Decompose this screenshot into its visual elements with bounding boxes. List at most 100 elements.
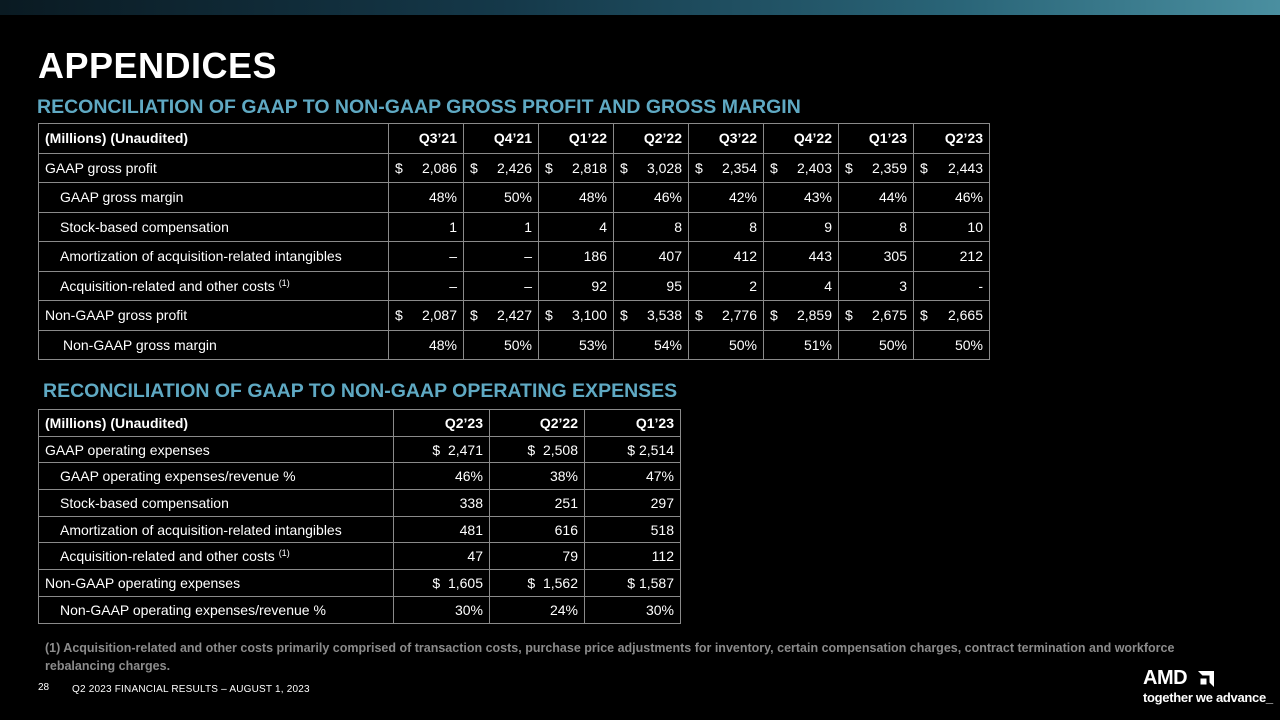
logo-wordmark: AMD	[1143, 667, 1188, 689]
table-cell: $3,100	[538, 300, 614, 331]
table-cell: $ 2,508	[489, 435, 585, 464]
table-row: Stock-based compensation 338 251 297	[38, 489, 681, 517]
row-label: Amortization of acquisition-related inta…	[38, 515, 394, 544]
table-cell: $2,086	[388, 152, 464, 183]
amd-logo: AMD together we advance_	[1143, 667, 1273, 708]
table-cell: 47%	[584, 462, 681, 491]
table-cell: 24%	[489, 595, 585, 624]
table-cell: $2,354	[688, 152, 764, 183]
table-cell: 407	[613, 241, 689, 272]
row-label-text: GAAP gross profit	[45, 159, 157, 176]
column-header: Q3’22	[688, 123, 764, 154]
row-label-text: GAAP operating expenses	[45, 441, 210, 458]
table-cell: 46%	[393, 462, 490, 491]
currency-value: $2,087	[395, 307, 457, 323]
currency-value: $2,818	[545, 160, 607, 176]
table-cell: –	[463, 270, 539, 301]
footnote-marker: (1)	[278, 548, 290, 559]
table-cell: 48%	[388, 329, 464, 360]
currency-symbol: $	[470, 307, 478, 324]
amd-arrow-icon	[1198, 671, 1214, 687]
cell-value: 2,087	[421, 307, 457, 324]
table-cell: 44%	[838, 182, 914, 213]
row-label-text: Acquisition-related and other costs	[60, 548, 275, 565]
column-header: Q2’23	[913, 123, 990, 154]
currency-symbol: $	[920, 159, 928, 176]
table-cell: 42%	[688, 182, 764, 213]
row-label: Acquisition-related and other costs (1)	[38, 542, 394, 571]
cell-value: 3,028	[646, 159, 682, 176]
currency-value: $3,028	[620, 160, 682, 176]
table-cell: –	[463, 241, 539, 272]
table-cell: 47	[393, 542, 490, 571]
row-label-text: Stock-based compensation	[60, 494, 229, 511]
row-label-text: Acquisition-related and other costs	[60, 277, 275, 294]
currency-symbol: $	[845, 307, 853, 324]
currency-symbol: $	[770, 307, 778, 324]
table-cell: 8	[613, 211, 689, 242]
table-cell: 1	[388, 211, 464, 242]
row-label-text: GAAP operating expenses/revenue %	[60, 468, 296, 485]
table-cell: 79	[489, 542, 585, 571]
table-cell: 212	[913, 241, 990, 272]
table-cell: 50%	[838, 329, 914, 360]
currency-symbol: $	[395, 307, 403, 324]
table-cell: –	[388, 241, 464, 272]
table-cell: 251	[489, 489, 585, 517]
row-label-text: Non-GAAP operating expenses	[45, 574, 241, 591]
row-label: Non-GAAP gross profit	[38, 300, 389, 331]
currency-value: $2,443	[920, 160, 983, 176]
table-cell: $2,359	[838, 152, 914, 183]
page-number: 28	[38, 682, 50, 693]
table-cell: 9	[763, 211, 839, 242]
currency-symbol: $	[395, 159, 403, 176]
table-cell: 46%	[913, 182, 990, 213]
table-cell: 53%	[538, 329, 614, 360]
page-title: APPENDICES	[38, 45, 278, 86]
row-label-text: Non-GAAP operating expenses/revenue %	[60, 601, 326, 618]
table-row: Non-GAAP operating expenses/revenue % 30%…	[38, 595, 681, 624]
table-cell: $2,403	[763, 152, 839, 183]
currency-value: $2,403	[770, 160, 832, 176]
table-cell: $ 2,514	[584, 435, 681, 464]
currency-symbol: $	[620, 159, 628, 176]
table-cell: 8	[688, 211, 764, 242]
table-cell: $3,028	[613, 152, 689, 183]
table-row: GAAP operating expenses $ 2,471 $ 2,508 $ 2…	[38, 435, 681, 464]
table-cell: $2,776	[688, 300, 764, 331]
table-cell: $2,087	[388, 300, 464, 331]
table-cell: 297	[584, 489, 681, 517]
currency-value: $2,359	[845, 160, 907, 176]
table-cell: 51%	[763, 329, 839, 360]
table-row: Non-GAAP gross profit $2,087 $2,427 $3,100 $…	[38, 300, 990, 331]
row-label-text: Amortization of acquisition-related inta…	[60, 521, 342, 538]
document-footer: Q2 2023 FINANCIAL RESULTS – AUGUST 1, 20…	[72, 684, 310, 695]
table-cell: 48%	[388, 182, 464, 213]
table-cell: 1	[463, 211, 539, 242]
table-cell: $2,426	[463, 152, 539, 183]
table-cell: 616	[489, 515, 585, 544]
table-cell: 54%	[613, 329, 689, 360]
currency-value: $2,086	[395, 160, 457, 176]
table-cell: 4	[538, 211, 614, 242]
table-cell: 112	[584, 542, 681, 571]
currency-symbol: $	[620, 307, 628, 324]
cell-value: 2,426	[496, 159, 532, 176]
table-cell: $2,675	[838, 300, 914, 331]
gross-profit-table: (Millions) (Unaudited) Q3’21 Q4’21 Q1’22…	[38, 123, 990, 360]
footnote: (1) Acquisition-related and other costs …	[45, 641, 1175, 673]
table-cell: 518	[584, 515, 681, 544]
footnote-marker: (1)	[278, 277, 290, 288]
row-label-text: Non-GAAP gross profit	[45, 307, 188, 324]
cell-value: 3,100	[571, 307, 607, 324]
table-cell: 95	[613, 270, 689, 301]
column-header: Q1’23	[584, 409, 681, 437]
table-cell: 186	[538, 241, 614, 272]
table-cell: 338	[393, 489, 490, 517]
top-accent-bar	[0, 0, 1280, 15]
cell-value: 2,354	[721, 159, 757, 176]
column-header: Q4’21	[463, 123, 539, 154]
cell-value: 2,443	[947, 159, 983, 176]
row-label-text: GAAP gross margin	[60, 189, 184, 206]
operating-expenses-table: (Millions) (Unaudited) Q2’23 Q2’22 Q1’23…	[38, 409, 681, 624]
